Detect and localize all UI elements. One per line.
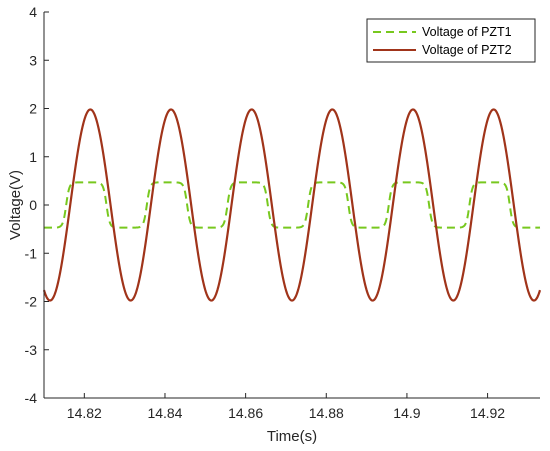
plot-area (44, 12, 540, 398)
x-tick-label: 14.88 (309, 405, 344, 421)
y-tick-label: -3 (25, 342, 38, 358)
y-tick-label: 1 (29, 149, 37, 165)
legend: Voltage of PZT1 Voltage of PZT2 (366, 18, 536, 63)
ticks-layer: 14.82 14.84 14.86 14.88 14.9 14.92 -4 -3 -2 -1 0 1 2… (25, 4, 506, 421)
legend-box (366, 18, 536, 63)
y-tick-label: -2 (25, 294, 38, 310)
x-tick-label: 14.82 (67, 405, 102, 421)
y-tick-label: 4 (29, 4, 37, 20)
x-tick-label: 14.9 (393, 405, 420, 421)
y-tick-label: 2 (29, 101, 37, 117)
y-tick-label: 3 (29, 52, 37, 68)
x-tick-label: 14.84 (147, 405, 182, 421)
y-tick-label: -4 (25, 390, 38, 406)
x-tick-label: 14.92 (470, 405, 505, 421)
x-tick-label: 14.86 (228, 405, 263, 421)
series-layer (42, 108, 542, 302)
series-line-pzt2 (42, 108, 542, 302)
series-line-pzt1 (44, 181, 541, 229)
y-tick-label: -1 (25, 245, 38, 261)
y-tick-label: 0 (29, 197, 37, 213)
legend-label-pzt1: Voltage of PZT1 (422, 25, 512, 39)
legend-label-pzt2: Voltage of PZT2 (422, 43, 512, 57)
x-axis-label: Time(s) (267, 428, 317, 445)
y-axis-label: Voltage(V) (7, 170, 24, 240)
